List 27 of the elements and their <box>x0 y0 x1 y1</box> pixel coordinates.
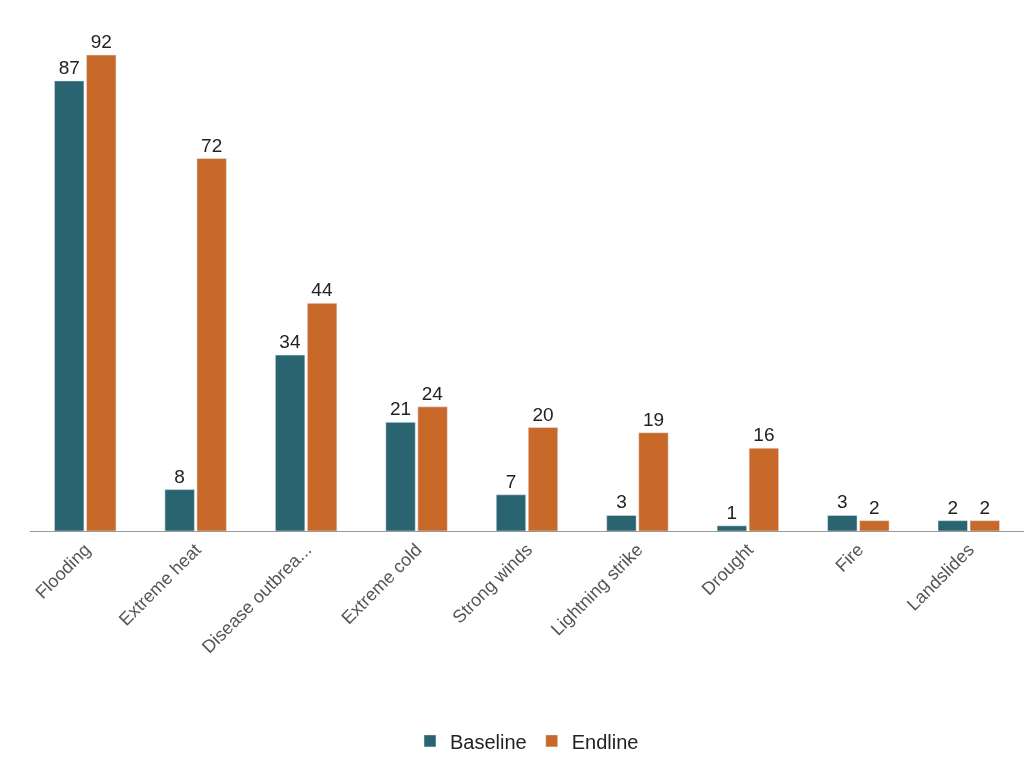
legend-label: Endline <box>571 730 639 753</box>
data-label: 72 <box>201 134 223 156</box>
data-label: 34 <box>279 331 301 353</box>
data-label: 3 <box>837 491 848 513</box>
data-label: 2 <box>869 496 880 518</box>
data-label: 87 <box>58 56 80 78</box>
data-label: 2 <box>979 496 991 518</box>
data-label: 44 <box>311 279 333 301</box>
data-label: 7 <box>505 470 517 492</box>
bar <box>307 303 338 531</box>
data-label: 16 <box>753 424 775 446</box>
bar <box>275 354 306 531</box>
bar <box>528 427 558 531</box>
legend-label: Baseline <box>450 730 527 753</box>
data-label: 92 <box>90 31 112 53</box>
data-label: 8 <box>174 465 185 487</box>
bar <box>748 447 779 531</box>
data-label: 24 <box>421 382 444 404</box>
bar <box>496 494 526 531</box>
x-tick-label: Fire <box>831 539 868 576</box>
data-label: 2 <box>947 496 959 518</box>
data-label: 21 <box>389 398 412 420</box>
data-label: 19 <box>642 408 665 430</box>
bar <box>716 525 747 531</box>
data-label: 20 <box>532 403 554 425</box>
data-label: 1 <box>726 501 738 523</box>
data-label: 3 <box>616 491 627 513</box>
